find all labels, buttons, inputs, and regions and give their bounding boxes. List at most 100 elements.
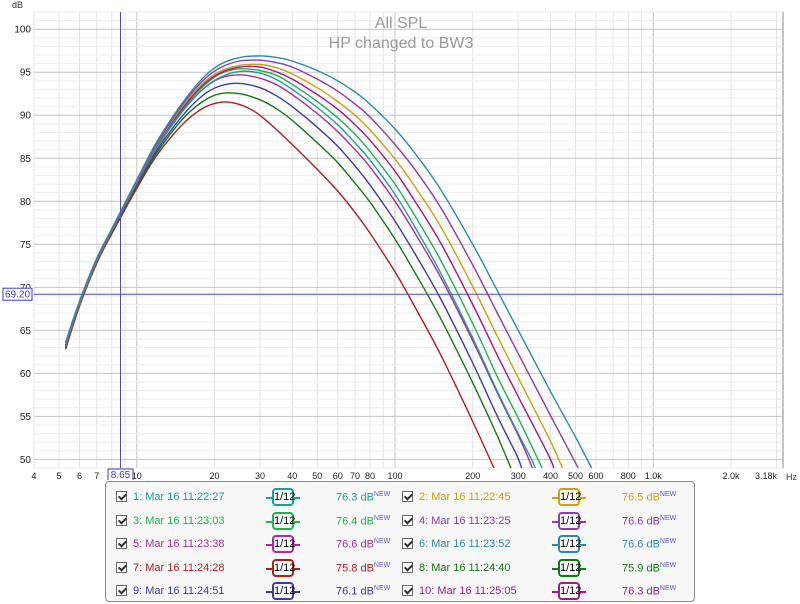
legend-level-value: 76.3 dBNEW [622,585,677,599]
series-visibility-checkbox[interactable] [402,561,413,573]
x-tick-label: 4 [31,471,36,480]
series-line-6 [64,55,593,468]
new-tag: NEW [373,585,391,593]
smoothing-button[interactable]: 1/12 [266,534,300,554]
x-tick-label: 500 [568,471,583,480]
legend-panel: 1: Mar 16 11:22:27 1/12 76.3 dBNEW 2: Mar 1… [105,481,695,602]
legend-item-3[interactable]: 3: Mar 16 11:23:03 1/12 76.4 dBNEW [108,510,398,534]
y-tick-label: 75 [20,240,32,251]
x-tick-label: 7 [94,471,99,480]
x-tick-label: 40 [287,471,297,480]
spl-chart[interactable]: 50 55 60 65 70 75 80 85 90 95 100 4 5 6 7 10 20 30 40 50 60… [0,0,800,480]
y-tick-label: 85 [20,154,32,165]
y-tick-label: 50 [20,455,32,466]
smoothing-button[interactable]: 1/12 [266,558,300,578]
legend-series-name: 6: Mar 16 11:23:52 [419,538,511,551]
legend-item-5[interactable]: 5: Mar 16 11:23:38 1/12 76.6 dBNEW [108,533,398,557]
x-tick-label: 60 [333,471,343,480]
x-axis-unit: Hz [786,472,797,480]
legend-series-name: 4: Mar 16 11:23:25 [419,514,511,527]
plot-area[interactable] [33,11,784,469]
x-tick-label: 2.0k [722,471,740,480]
x-tick-label: 30 [255,471,265,480]
legend-series-name: 1: Mar 16 11:22:27 [133,491,225,503]
smoothing-button[interactable]: 1/12 [266,511,300,531]
x-tick-label: 6 [77,471,82,480]
new-tag: NEW [659,538,677,546]
series-visibility-checkbox[interactable] [402,514,413,526]
smoothing-button[interactable]: 1/12 [266,487,300,507]
chart-title: All SPL [375,15,428,32]
chart-subtitle: HP changed to BW3 [329,35,474,52]
x-tick-label: 10 [132,471,142,480]
x-tick-label: 300 [511,471,526,480]
series-visibility-checkbox[interactable] [116,514,127,526]
legend-item-1[interactable]: 1: Mar 16 11:22:27 1/12 76.3 dBNEW [108,486,398,510]
legend-series-name: 10: Mar 16 11:25:05 [419,585,517,598]
legend-series-name: 3: Mar 16 11:23:03 [133,514,225,527]
smoothing-label: 1/12 [272,535,295,554]
series-visibility-checkbox[interactable] [116,561,127,573]
smoothing-label: 1/12 [272,488,295,506]
series-visibility-checkbox[interactable] [116,538,127,550]
legend-level-value: 76.6 dBNEW [622,514,677,528]
x-tick-label: 3.18k [755,471,778,480]
legend-item-2[interactable]: 2: Mar 16 11:22:45 1/12 76.5 dBNEW [394,486,684,510]
y-axis-unit: dB [12,0,23,10]
y-tick-label: 95 [20,68,32,79]
legend-level-value: 76.6 dBNEW [622,538,677,551]
y-tick-label: 60 [20,369,32,380]
new-tag: NEW [659,585,677,593]
legend-item-7[interactable]: 7: Mar 16 11:24:28 1/12 75.8 dBNEW [108,557,398,581]
legend-level-value: 75.8 dBNEW [336,561,391,575]
legend-level-value: 75.9 dBNEW [622,561,677,575]
smoothing-button[interactable]: 1/12 [552,581,586,601]
y-tick-label: 100 [14,25,31,36]
legend-level-value: 76.1 dBNEW [336,585,391,599]
y-tick-label: 90 [20,111,32,122]
x-tick-label: 800 [621,471,636,480]
new-tag: NEW [373,491,391,498]
legend-series-name: 8: Mar 16 11:24:40 [419,561,511,574]
series-visibility-checkbox[interactable] [116,491,127,502]
new-tag: NEW [659,514,677,522]
series-visibility-checkbox[interactable] [116,585,127,597]
x-tick-label: 1.0k [645,471,663,480]
series-line-9 [64,82,523,468]
x-tick-label: 200 [465,471,480,480]
smoothing-button[interactable]: 1/12 [552,511,586,531]
smoothing-button[interactable]: 1/12 [266,581,300,601]
legend-item-10[interactable]: 10: Mar 16 11:25:05 1/12 76.3 dBNEW [394,580,684,604]
new-tag: NEW [373,514,391,522]
x-tick-label: 600 [588,471,603,480]
x-tick-label: 100 [387,471,402,480]
smoothing-label: 1/12 [272,558,295,577]
legend-item-4[interactable]: 4: Mar 16 11:23:25 1/12 76.6 dBNEW [394,510,684,534]
y-tick-label: 55 [20,412,32,423]
new-tag: NEW [659,491,677,498]
y-tick-label: 65 [20,326,32,337]
legend-item-8[interactable]: 8: Mar 16 11:24:40 1/12 75.9 dBNEW [394,557,684,581]
series-visibility-checkbox[interactable] [402,585,413,597]
new-tag: NEW [373,561,391,569]
legend-level-value: 76.3 dBNEW [336,491,391,504]
smoothing-button[interactable]: 1/12 [552,558,586,578]
smoothing-label: 1/12 [558,488,581,506]
smoothing-label: 1/12 [558,535,581,554]
x-tick-label: 400 [543,471,558,480]
series-visibility-checkbox[interactable] [402,538,413,550]
cursor-y-value: 69.20 [5,290,30,301]
smoothing-label: 1/12 [558,582,581,601]
legend-series-name: 2: Mar 16 11:22:45 [419,491,511,503]
smoothing-button[interactable]: 1/12 [552,534,586,554]
legend-item-6[interactable]: 6: Mar 16 11:23:52 1/12 76.6 dBNEW [394,533,684,557]
legend-item-9[interactable]: 9: Mar 16 11:24:51 1/12 76.1 dBNEW [108,580,398,604]
series-visibility-checkbox[interactable] [402,491,413,502]
legend-level-value: 76.6 dBNEW [336,538,391,551]
smoothing-button[interactable]: 1/12 [552,487,586,507]
x-tick-label: 50 [312,471,322,480]
x-tick-label: 80 [365,471,375,480]
cursor-x-readout: 8.65 [107,468,134,480]
y-tick-label: 80 [20,197,32,208]
cursor-x-value: 8.65 [111,470,131,480]
